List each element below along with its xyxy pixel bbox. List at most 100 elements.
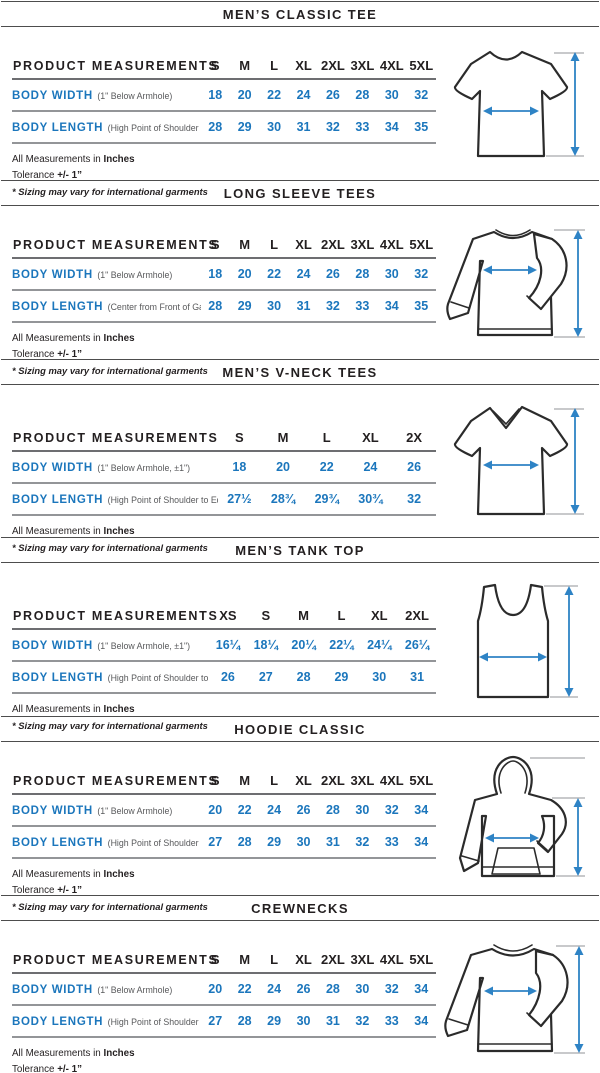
size-column-header: 2XL	[398, 607, 436, 631]
section-title: HOODIE CLASSIC	[234, 722, 366, 738]
measurement-value: 32	[392, 482, 436, 516]
title-rule-bottom	[1, 562, 599, 564]
measurement-value: 28	[284, 661, 323, 695]
section-title-block: LONG SLEEVE TEES	[0, 179, 600, 206]
measurement-row-label-cell: BODY LENGTH (Center from Front of Garmen…	[12, 289, 201, 323]
measurement-method-note: (1" Below Armhole)	[97, 985, 173, 996]
size-column-header: 2XL	[318, 951, 348, 975]
measurement-row-label-cell: BODY LENGTH (High Point of Shoulder to E…	[12, 111, 201, 144]
section-title: MEN’S CLASSIC TEE	[222, 7, 378, 22]
measurement-value: 32	[377, 794, 407, 828]
measurement-value: 31	[288, 289, 319, 323]
size-column-header: 4XL	[377, 951, 407, 975]
garment-illustration	[436, 921, 588, 1073]
measurement-value: 32	[406, 257, 436, 291]
measurement-value: 32	[347, 1005, 378, 1039]
measurement-method-note: (1" Below Armhole, ±1")	[97, 641, 191, 652]
measurement-method-note: (1" Below Armhole)	[97, 806, 173, 817]
measurement-row-label-cell: BODY LENGTH (High Point of Shoulder to E…	[12, 661, 210, 695]
section-title-block: MEN’S TANK TOP	[0, 536, 600, 564]
size-column-header: M	[229, 951, 260, 975]
section-content: PRODUCT MEASUREMENTS S M L XL 2XL 3XL 4XL 5XL BO…	[0, 742, 600, 912]
note-text: All Measurements in	[12, 525, 104, 537]
garment-illustration	[436, 385, 588, 537]
size-column-header: 3XL	[347, 235, 378, 259]
section-hoodie: HOODIE CLASSIC PRODUCT MEASUREMENTS S M L XL…	[0, 715, 600, 912]
notes: All Measurements in Inches Tolerance +/- …	[12, 152, 436, 200]
measurement-value: 28¾	[261, 482, 305, 516]
vneck-tee-illustration	[453, 405, 584, 515]
table-header-row: PRODUCT MEASUREMENTS S M L XL 2X	[12, 428, 436, 452]
section-title-block: MEN’S CLASSIC TEE	[0, 0, 600, 27]
measurement-value: 28	[229, 826, 260, 860]
product-measurements-header: PRODUCT MEASUREMENTS	[12, 772, 217, 796]
measurements-table: PRODUCT MEASUREMENTS XS S M L XL 2XL BODY WIDT…	[12, 607, 436, 695]
measurement-value: 22	[229, 794, 260, 828]
measurement-value: 30	[259, 289, 289, 323]
measurement-value: 22	[229, 973, 260, 1007]
measurement-label: BODY LENGTH	[12, 1016, 104, 1029]
title-rule-bottom	[1, 920, 599, 922]
measurement-label: BODY WIDTH	[12, 461, 93, 474]
table-header-row: PRODUCT MEASUREMENTS XS S M L XL 2XL	[12, 607, 436, 631]
product-measurements-header: PRODUCT MEASUREMENTS	[12, 428, 218, 452]
measurement-value: 29	[229, 111, 260, 144]
notes: All Measurements in Inches * Sizing may v…	[12, 702, 436, 734]
note-text: * Sizing may vary for international garm…	[12, 186, 208, 197]
title-rule-bottom	[1, 383, 599, 385]
size-column-header: XL	[348, 428, 393, 452]
measurement-value: 27½	[217, 482, 262, 516]
measurement-value: 16¼	[209, 629, 247, 663]
note-text: Tolerance	[12, 1064, 58, 1073]
measurement-method-note: (1" Below Armhole, ±1")	[97, 462, 191, 473]
measurement-row-label-cell: BODY WIDTH (1" Below Armhole, ±1")	[12, 450, 218, 484]
note-line: Tolerance +/- 1”	[12, 168, 436, 184]
size-column-header: S	[217, 428, 262, 452]
notes: All Measurements in Inches Tolerance +/- …	[12, 1046, 436, 1073]
size-column-header: M	[261, 428, 305, 452]
table-area: PRODUCT MEASUREMENTS S M L XL 2X BODY WIDTH (…	[12, 385, 436, 553]
note-bold-text: +/- 1”	[57, 348, 82, 360]
measurement-value: 22	[259, 257, 289, 291]
table-area: PRODUCT MEASUREMENTS S M L XL 2XL 3XL 4XL 5XL BO…	[12, 27, 436, 197]
size-column-header: S	[200, 951, 230, 975]
measurement-value: 26¼	[398, 629, 436, 663]
product-measurements-header: PRODUCT MEASUREMENTS	[12, 57, 217, 80]
title-rule-bottom	[1, 204, 599, 206]
note-bold-text: +/- 1”	[57, 170, 82, 181]
garment-illustration	[436, 27, 588, 179]
measurement-value: 32	[406, 79, 436, 112]
section-content: PRODUCT MEASUREMENTS S M L XL 2XL 3XL 4XL 5XL BO…	[0, 921, 600, 1073]
table-area: PRODUCT MEASUREMENTS XS S M L XL 2XL BODY WIDT…	[12, 563, 436, 731]
measurement-value: 30¾	[348, 482, 393, 516]
measurement-row-label-cell: BODY WIDTH (1" Below Armhole)	[12, 794, 201, 828]
size-column-header: 2XL	[318, 57, 348, 80]
notes: All Measurements in Inches Tolerance +/- …	[12, 867, 436, 915]
measurement-label: BODY WIDTH	[12, 984, 93, 997]
measurement-row: BODY WIDTH (1" Below Armhole) 18 20 22 24 26 2…	[12, 79, 436, 112]
measurement-row-label-cell: BODY LENGTH (High Point of Shoulder to E…	[12, 1005, 201, 1039]
section-title-block: MEN’S V-NECK TEES	[0, 358, 600, 385]
measurement-value: 28	[229, 1005, 260, 1039]
product-measurements-header: PRODUCT MEASUREMENTS	[12, 951, 217, 975]
size-column-header: 4XL	[377, 57, 407, 80]
note-line: * Sizing may vary for international garm…	[12, 184, 436, 200]
measurement-value: 24	[288, 79, 319, 112]
tank-top-illustration	[476, 584, 578, 699]
size-column-header: XL	[288, 235, 319, 259]
table-area: PRODUCT MEASUREMENTS S M L XL 2XL 3XL 4XL 5XL BO…	[12, 921, 436, 1073]
section-content: PRODUCT MEASUREMENTS S M L XL 2XL 3XL 4XL 5XL BO…	[0, 206, 600, 376]
table-header-row: PRODUCT MEASUREMENTS S M L XL 2XL 3XL 4XL 5XL	[12, 772, 436, 796]
section-tank: MEN’S TANK TOP PRODUCT MEASUREMENTS XS S M L…	[0, 536, 600, 731]
note-bold-text: Inches	[103, 332, 135, 344]
measurement-value: 30	[288, 826, 319, 860]
measurement-value: 26	[288, 794, 319, 828]
title-rule-top	[1, 716, 599, 718]
measurement-value: 20¼	[284, 629, 323, 663]
size-column-header: M	[229, 235, 260, 259]
measurement-value: 35	[406, 289, 436, 323]
section-crewneck: CREWNECKS PRODUCT MEASUREMENTS S M L XL 2XL 3X…	[0, 894, 600, 1073]
measurement-row: BODY LENGTH (High Point of Shoulder to E…	[12, 482, 436, 516]
title-rule-top	[1, 358, 599, 360]
measurement-row-label-cell: BODY LENGTH (High Point of Shoulder to E…	[12, 826, 201, 860]
